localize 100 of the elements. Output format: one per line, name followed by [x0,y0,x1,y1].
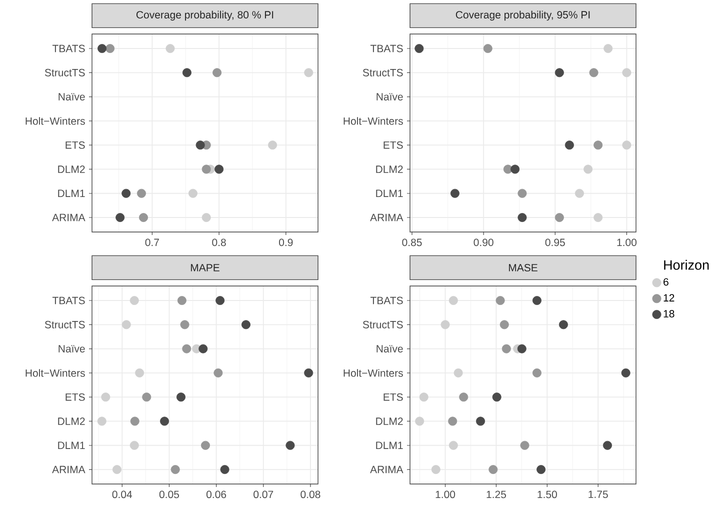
point [214,164,224,174]
point [483,44,492,53]
point [604,44,613,53]
point [574,188,584,198]
point [496,296,505,305]
y-tick-label: TBATS [370,44,403,52]
point [502,344,511,354]
point [488,465,498,474]
point [448,416,458,426]
y-tick-label: DLM2 [58,418,85,425]
point [536,465,546,474]
point [554,213,564,222]
y-tick-label: DLM2 [58,166,85,173]
y-tick-label: Holt−Winters [26,117,85,125]
point [142,392,152,402]
y-tick-label: Naïve [376,345,403,352]
y-tick-label: DLM1 [58,442,85,449]
legend-label: 6 [664,278,668,286]
point [450,188,460,198]
x-tick-label: 1.00 [436,490,456,498]
y-tick-label: DLM1 [376,442,403,449]
point [492,392,502,402]
point [304,368,314,378]
point [98,44,107,53]
point [440,320,450,330]
point [176,392,186,402]
point [182,344,192,354]
point [415,416,424,426]
y-tick-label: ARIMA [52,466,86,474]
x-tick-label: 0.05 [159,490,179,498]
point [122,320,131,330]
y-tick-label: ETS [66,141,85,149]
point [136,188,146,198]
y-tick-label: Holt−Winters [26,369,85,377]
point [97,416,106,426]
point [500,320,509,330]
y-tick-label: TBATS [52,44,85,52]
point [594,140,603,150]
x-tick-label: 0.06 [206,490,226,498]
point [304,68,314,78]
y-tick-label: DLM2 [376,418,403,425]
point [241,320,250,330]
x-tick-label: 0.8 [212,238,226,246]
point [622,68,632,78]
point [454,368,463,378]
legend-label: 12 [664,294,674,302]
point [622,140,632,150]
point [130,416,140,426]
point [518,213,527,222]
point [594,213,603,222]
y-tick-label: StructTS [44,68,85,76]
point [602,440,612,450]
point [532,296,542,305]
point [476,416,486,426]
point [414,44,424,53]
y-tick-label: Naïve [58,345,85,352]
point [459,392,468,402]
point [431,465,440,474]
point [130,440,139,450]
y-tick-label: DLM2 [376,166,403,173]
y-tick-label: Holt−Winters [344,369,403,377]
point [101,392,110,402]
point [448,440,458,450]
point [116,213,125,222]
point [177,296,186,305]
y-tick-label: ARIMA [370,466,404,474]
point [170,465,180,474]
point [220,465,230,474]
point [589,68,598,78]
x-tick-label: 1.00 [617,238,636,246]
point [286,440,295,450]
y-tick-label: StructTS [362,320,403,328]
point [135,368,144,378]
legend-title: Horizon [664,260,709,270]
point [584,164,593,174]
point [419,392,428,402]
point [621,368,630,378]
point [520,440,530,450]
point [554,68,564,78]
y-tick-label: DLM1 [58,190,85,197]
y-tick-label: Holt−Winters [344,117,403,125]
x-tick-label: 1.50 [538,490,557,498]
point [202,164,211,174]
chart-title: MAPE [190,264,220,272]
point [138,213,148,222]
x-tick-label: 0.85 [402,238,422,246]
point [200,440,210,450]
point [112,465,122,474]
point [564,140,574,150]
point [180,320,190,330]
point [106,44,115,53]
point [214,368,223,378]
point [448,296,458,305]
x-tick-label: 0.07 [254,490,274,498]
point [198,344,208,354]
y-tick-label: Naïve [376,93,403,100]
chart-title: Coverage probability, 95% PI [456,10,590,21]
x-tick-label: 0.90 [474,238,494,246]
y-tick-label: TBATS [370,296,403,304]
x-tick-label: 0.04 [112,490,132,498]
